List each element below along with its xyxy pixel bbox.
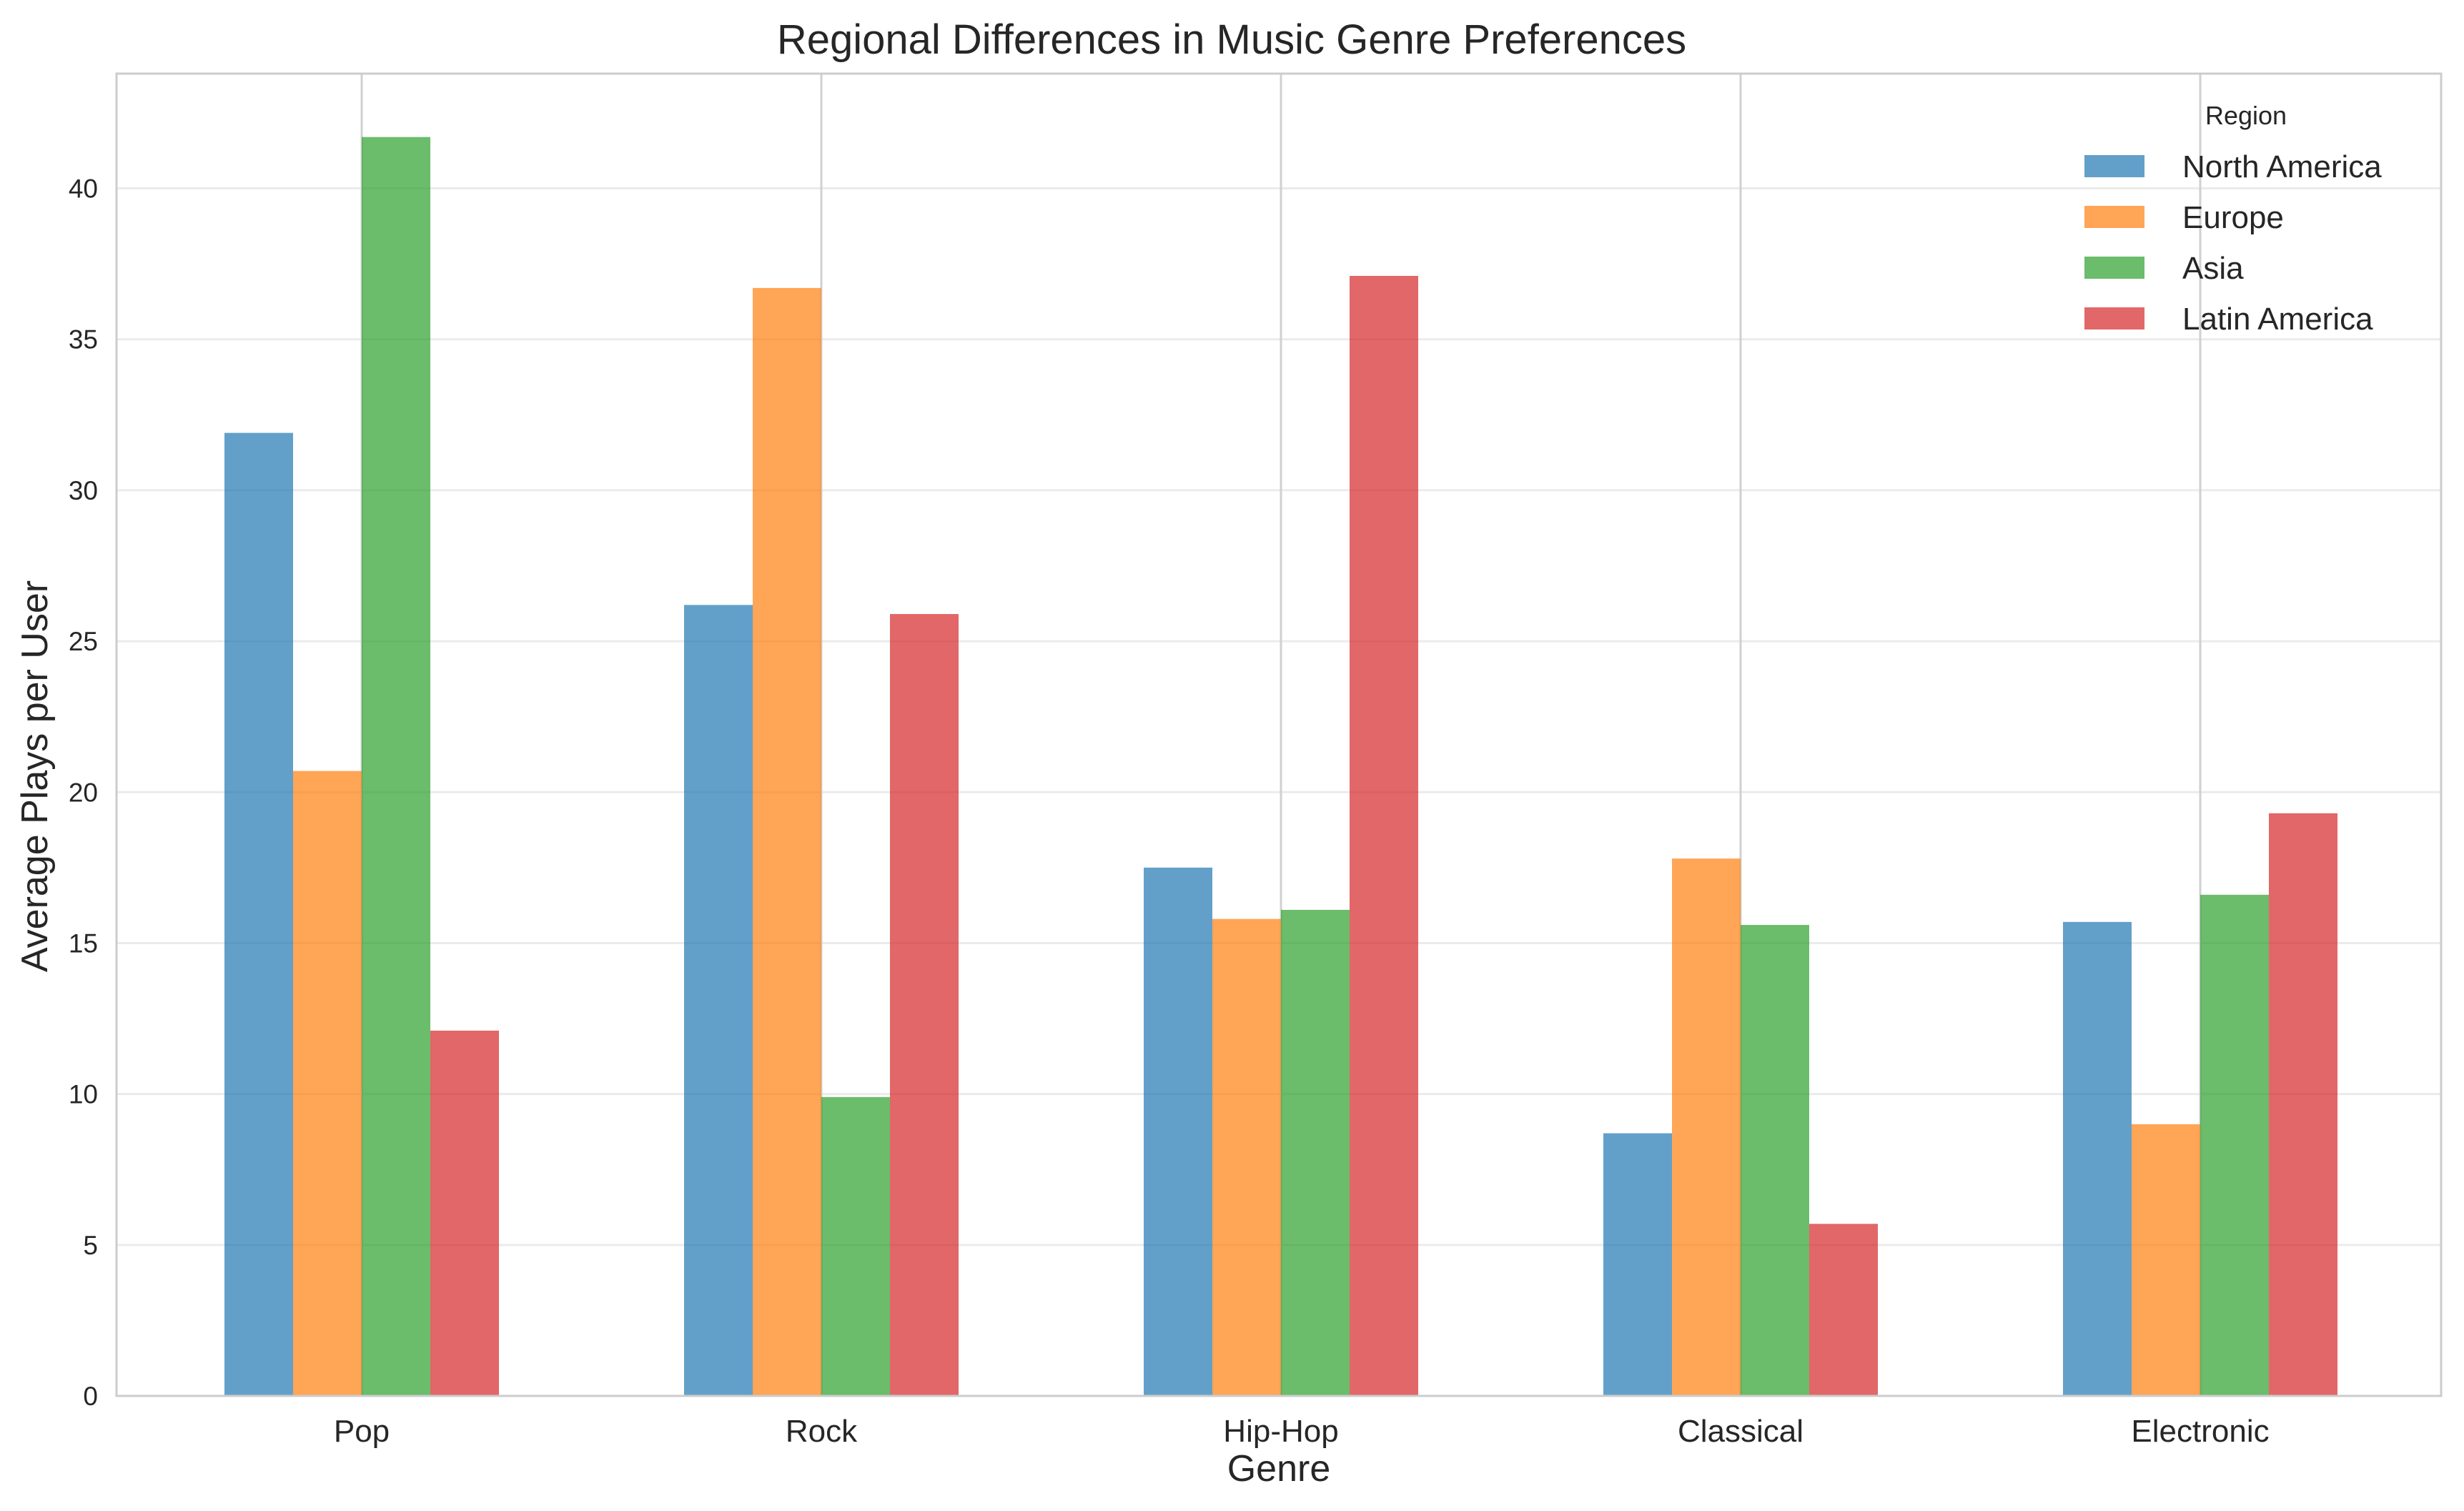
legend-entry-label: North America xyxy=(2182,149,2382,184)
y-tick-label: 0 xyxy=(83,1382,98,1411)
legend-entry-label: Asia xyxy=(2182,251,2244,286)
legend-title: Region xyxy=(2205,101,2287,130)
bar-latin-america-classical xyxy=(1809,1224,1878,1396)
bar-europe-pop xyxy=(293,771,362,1396)
legend: Region North America Europe Asia Latin Amer… xyxy=(2084,101,2382,337)
y-tick-label: 25 xyxy=(69,627,98,656)
y-tick-label: 5 xyxy=(83,1231,98,1260)
bar-europe-hip-hop xyxy=(1212,918,1281,1396)
x-tick-labels: Pop Rock Hip-Hop Classical Electronic xyxy=(334,1414,2270,1449)
y-tick-label: 10 xyxy=(69,1080,98,1109)
legend-entry-label: Latin America xyxy=(2182,302,2373,337)
legend-entry-label: Europe xyxy=(2182,200,2284,235)
x-tick-label: Rock xyxy=(786,1414,858,1449)
bar-latin-america-pop xyxy=(430,1030,499,1396)
x-tick-label: Electronic xyxy=(2131,1414,2269,1449)
legend-swatch xyxy=(2084,155,2144,177)
bar-north-america-hip-hop xyxy=(1144,867,1212,1396)
legend-swatch xyxy=(2084,206,2144,228)
bar-europe-rock xyxy=(753,287,821,1396)
legend-swatch xyxy=(2084,307,2144,330)
bar-north-america-rock xyxy=(684,605,753,1397)
bar-latin-america-rock xyxy=(890,614,959,1396)
x-tick-label: Classical xyxy=(1678,1414,1804,1449)
chart-title: Regional Differences in Music Genre Pref… xyxy=(777,16,1686,63)
bar-latin-america-hip-hop xyxy=(1350,275,1418,1397)
y-tick-label: 20 xyxy=(69,778,98,807)
bar-europe-electronic xyxy=(2132,1124,2200,1396)
bar-asia-electronic xyxy=(2200,894,2269,1396)
y-tick-label: 35 xyxy=(69,325,98,355)
y-axis-label: Average Plays per User xyxy=(14,580,56,972)
bar-asia-rock xyxy=(821,1096,890,1396)
y-tick-labels: 0 5 10 15 20 25 30 35 40 xyxy=(69,174,98,1411)
y-tick-label: 30 xyxy=(69,476,98,505)
bar-asia-pop xyxy=(362,137,430,1397)
bar-north-america-pop xyxy=(224,432,293,1397)
x-tick-label: Hip-Hop xyxy=(1223,1414,1338,1449)
y-tick-label: 15 xyxy=(69,928,98,958)
plot-area-frame xyxy=(115,72,2443,1397)
x-axis-label: Genre xyxy=(1227,1448,1331,1490)
bars xyxy=(224,137,2337,1397)
bar-latin-america-electronic xyxy=(2269,813,2337,1396)
bar-north-america-electronic xyxy=(2063,921,2132,1396)
bar-europe-classical xyxy=(1672,858,1741,1396)
legend-swatch xyxy=(2084,257,2144,279)
x-tick-label: Pop xyxy=(334,1414,390,1449)
bar-asia-classical xyxy=(1741,925,1809,1396)
bar-asia-hip-hop xyxy=(1281,909,1350,1396)
y-tick-label: 40 xyxy=(69,174,98,204)
bar-north-america-classical xyxy=(1603,1133,1672,1396)
